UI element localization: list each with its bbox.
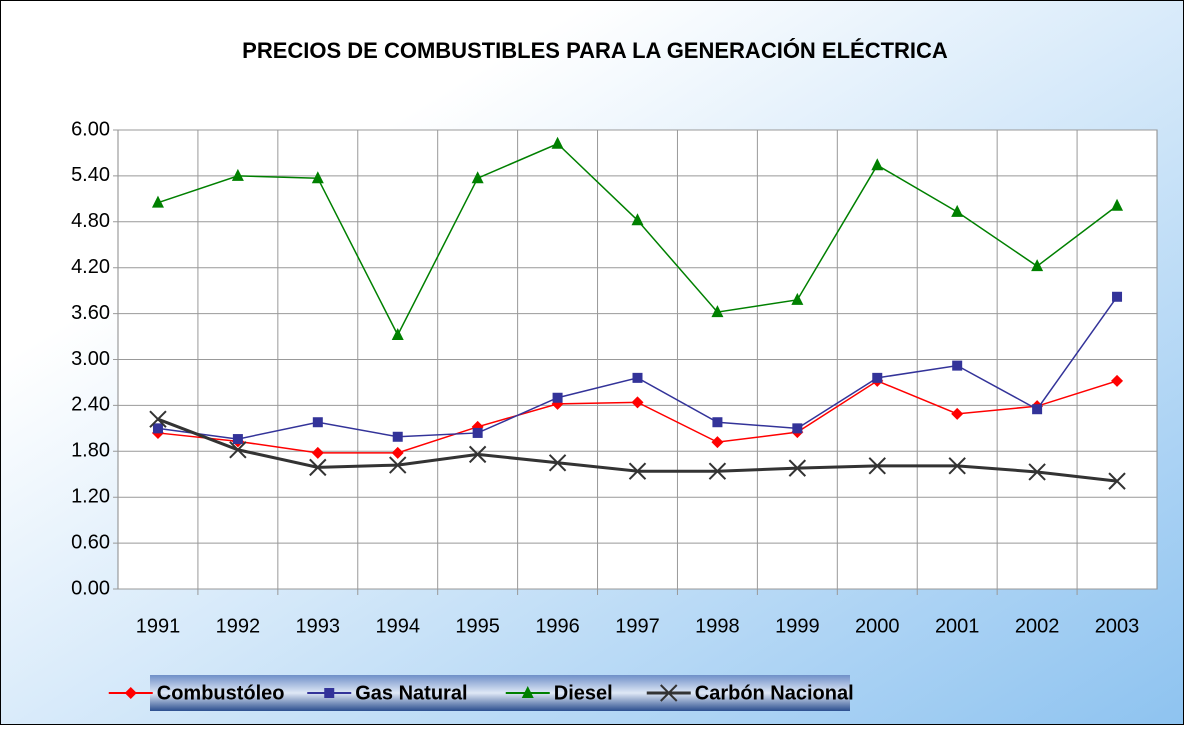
x-tick-label: 1991 [136, 615, 181, 637]
marker [1111, 198, 1124, 211]
marker [152, 423, 163, 434]
marker [149, 410, 167, 428]
marker [868, 457, 886, 475]
chart-title: PRECIOS DE COMBUSTIBLES PARA LA GENERACI… [242, 38, 948, 63]
marker [311, 171, 324, 184]
y-tick-label: 5.40 [71, 164, 110, 186]
y-tick-label: 0.00 [71, 577, 110, 599]
marker [229, 441, 247, 459]
marker [631, 213, 644, 226]
legend-label: Combustóleo [157, 682, 285, 704]
marker [151, 195, 164, 208]
marker [631, 396, 644, 409]
marker [1032, 404, 1043, 415]
y-tick-label: 4.80 [71, 210, 110, 232]
marker [948, 457, 966, 475]
marker [952, 360, 963, 371]
marker [309, 458, 327, 477]
x-tick-label: 1996 [535, 615, 580, 637]
marker [788, 459, 807, 477]
marker [871, 158, 884, 171]
marker [552, 392, 563, 403]
marker [389, 456, 407, 474]
marker [708, 462, 727, 480]
marker [1108, 472, 1126, 490]
marker [628, 462, 647, 480]
x-tick-label: 1998 [695, 615, 740, 637]
legend-label: Gas Natural [355, 682, 467, 704]
legend-box [150, 675, 850, 711]
x-tick-label: 2000 [855, 615, 900, 637]
marker [1111, 374, 1124, 387]
x-tick-label: 1993 [296, 615, 341, 637]
y-tick-label: 1.80 [71, 440, 110, 462]
marker [472, 427, 483, 438]
legend-label: Diesel [554, 682, 613, 704]
x-tick-label: 1999 [775, 615, 820, 637]
marker [548, 454, 567, 472]
legend-label: Carbón Nacional [695, 682, 854, 704]
marker [312, 417, 323, 428]
x-tick-label: 2001 [935, 615, 980, 637]
y-tick-label: 2.40 [71, 394, 110, 416]
x-tick-label: 2003 [1095, 615, 1140, 637]
marker [791, 292, 804, 305]
marker [391, 328, 404, 341]
marker [521, 686, 534, 698]
y-tick-label: 1.20 [71, 485, 110, 507]
y-tick-label: 6.00 [71, 118, 110, 140]
marker [1028, 463, 1046, 481]
marker [311, 446, 324, 459]
marker [951, 407, 964, 420]
x-tick-label: 1994 [375, 615, 420, 637]
marker [551, 136, 564, 149]
marker [951, 204, 964, 217]
marker [232, 434, 243, 445]
marker [231, 168, 244, 181]
marker [711, 436, 724, 449]
marker [712, 417, 723, 428]
marker [392, 431, 403, 442]
x-tick-label: 1995 [455, 615, 500, 637]
marker [660, 684, 678, 702]
marker [471, 171, 484, 184]
marker [124, 687, 137, 699]
marker [632, 372, 643, 383]
y-tick-label: 0.60 [71, 531, 110, 553]
marker [792, 423, 803, 434]
y-tick-label: 4.20 [71, 256, 110, 278]
marker [1112, 291, 1123, 302]
marker [872, 372, 883, 383]
marker [711, 305, 724, 318]
x-tick-label: 1997 [615, 615, 660, 637]
y-tick-label: 3.00 [71, 348, 110, 370]
marker [324, 688, 335, 698]
marker [468, 445, 487, 464]
marker [1031, 259, 1044, 272]
x-tick-label: 2002 [1015, 615, 1060, 637]
x-tick-label: 1992 [216, 615, 261, 637]
y-tick-label: 3.60 [71, 302, 110, 324]
marker [391, 446, 404, 459]
